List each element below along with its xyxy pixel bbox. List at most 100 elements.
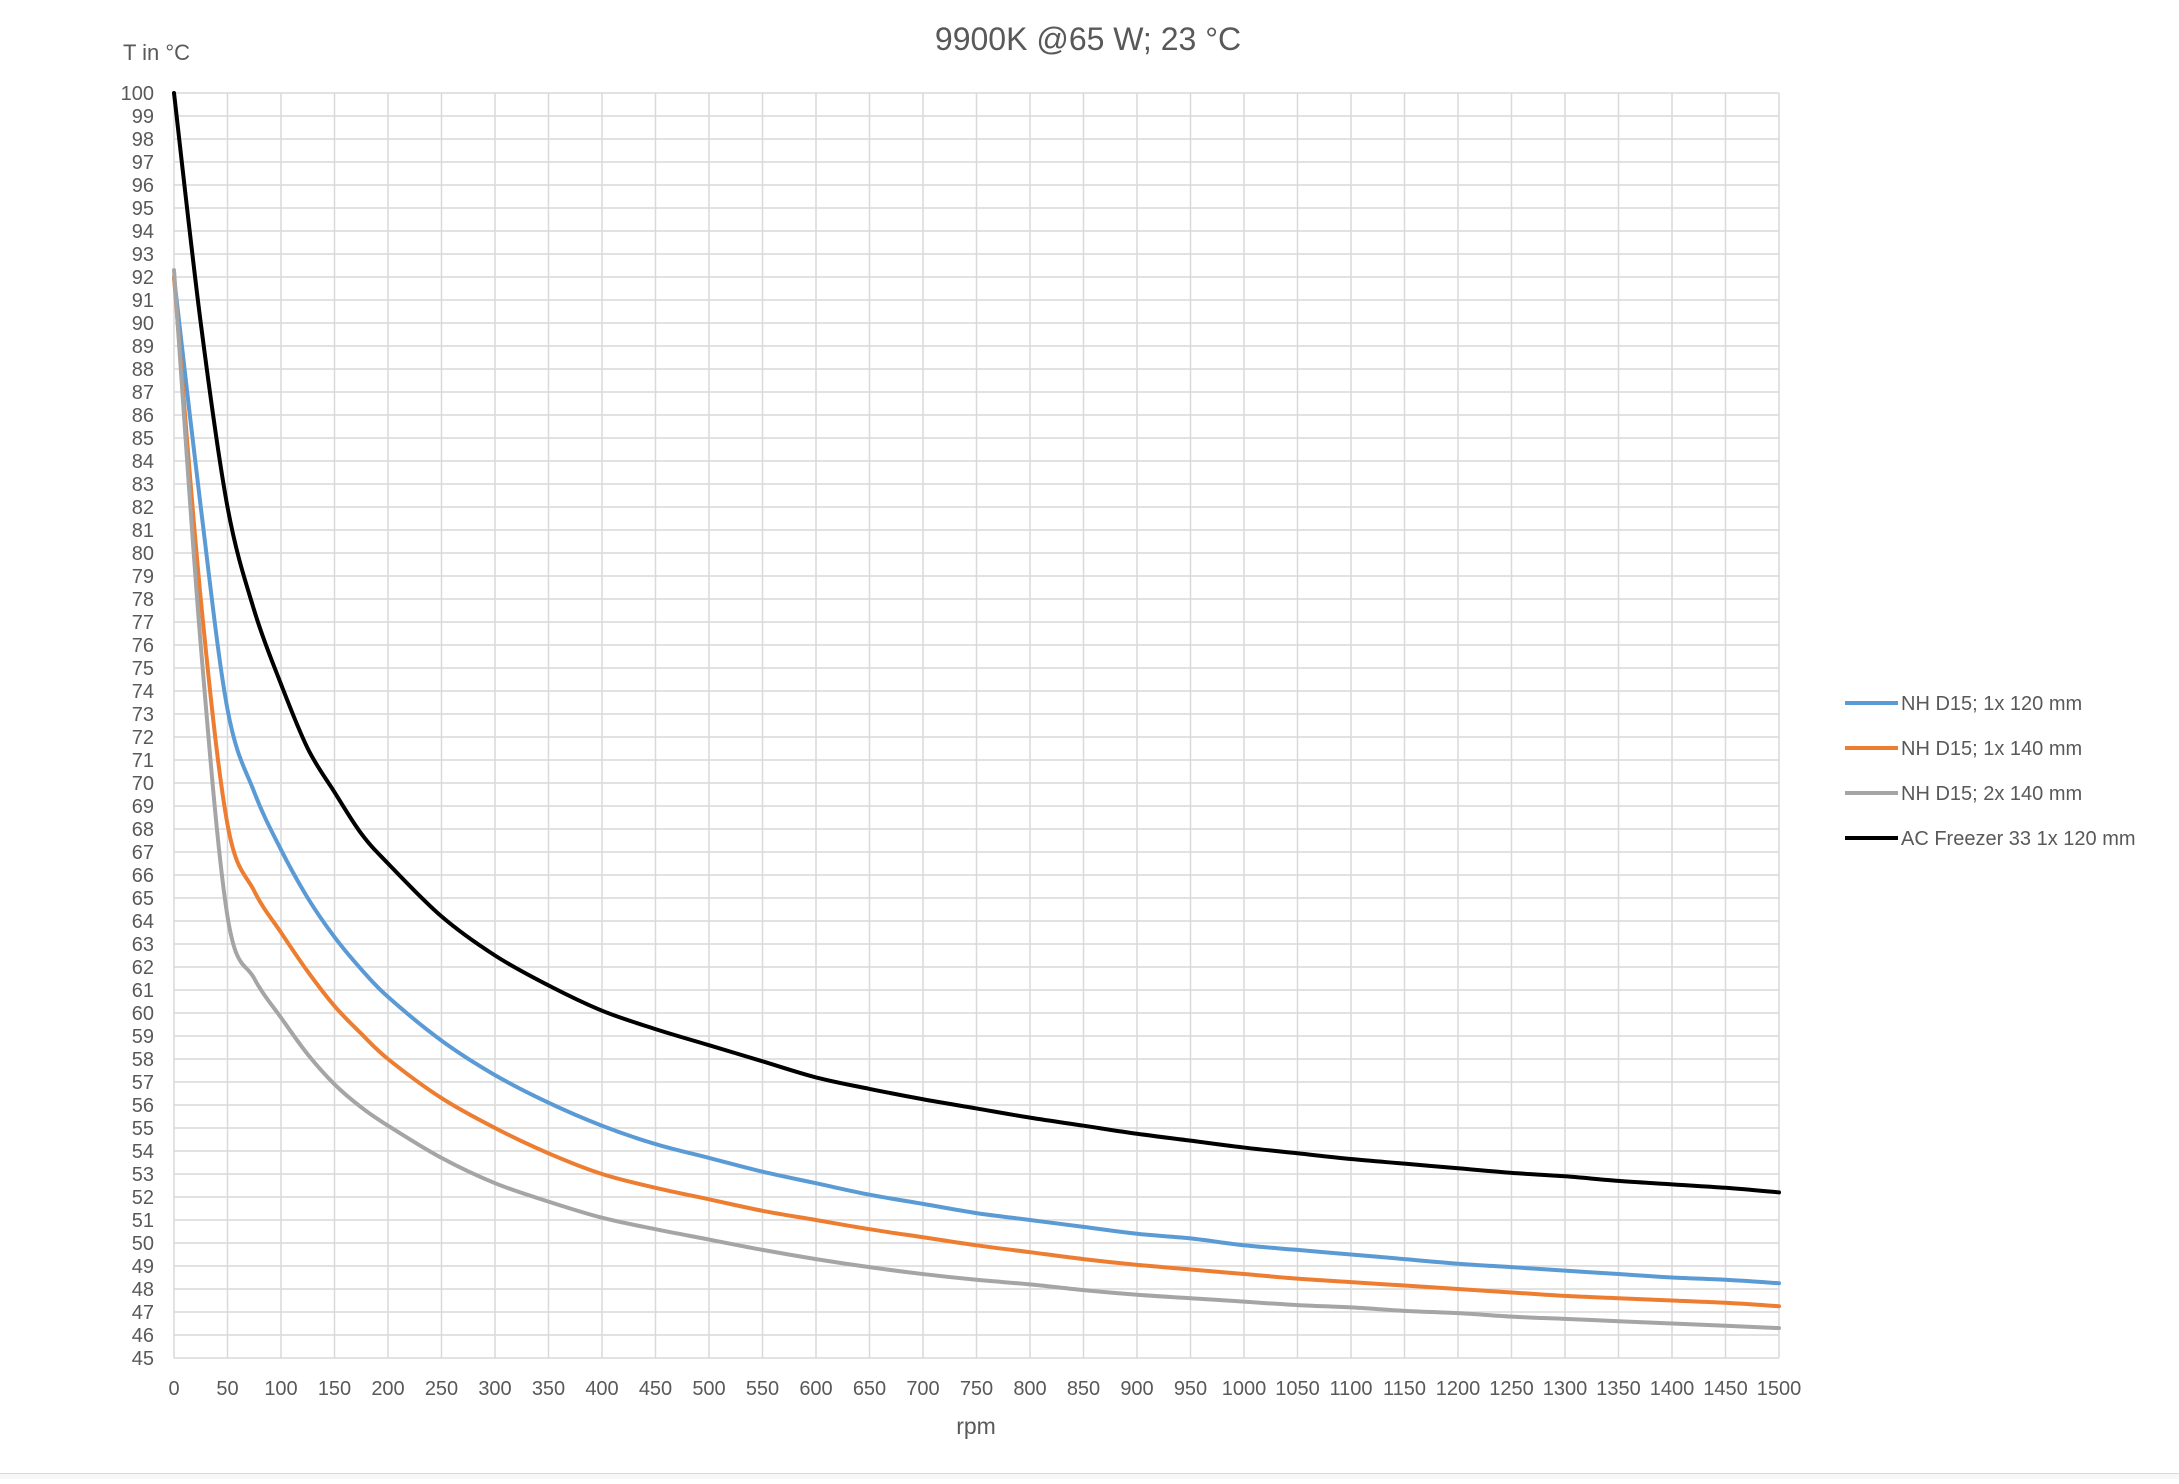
x-tick-label: 150	[318, 1378, 351, 1400]
y-tick-label: 59	[132, 1026, 154, 1048]
y-tick-label: 48	[132, 1279, 154, 1301]
x-tick-label: 1450	[1703, 1378, 1748, 1400]
grid	[173, 92, 1780, 1359]
x-tick-label: 850	[1067, 1378, 1100, 1400]
x-tick-label: 800	[1013, 1378, 1046, 1400]
x-tick-label: 1100	[1329, 1378, 1372, 1400]
x-tick-label: 1250	[1489, 1378, 1534, 1400]
y-tick-label: 52	[132, 1187, 154, 1209]
y-tick-label: 72	[132, 727, 154, 749]
y-tick-label: 75	[132, 658, 154, 680]
x-tick-label: 900	[1120, 1378, 1153, 1400]
y-tick-label: 63	[132, 934, 154, 956]
y-tick-label: 57	[132, 1072, 154, 1094]
y-tick-label: 92	[132, 267, 154, 289]
y-tick-label: 80	[132, 543, 154, 565]
x-tick-label: 200	[371, 1378, 404, 1400]
y-tick-label: 61	[132, 980, 154, 1002]
x-tick-labels: 0 50 100 150 200 250 300 350 400 450 500 550 600 650 7…	[168, 1378, 1801, 1400]
y-tick-label: 45	[132, 1348, 154, 1370]
y-tick-label: 56	[132, 1095, 154, 1117]
y-tick-label: 71	[132, 750, 154, 772]
series-line-2	[172, 275, 1781, 1309]
series-line-3	[172, 268, 1781, 1331]
y-tick-label: 97	[132, 152, 154, 174]
y-tick-label: 84	[132, 451, 154, 473]
x-tick-label: 50	[216, 1378, 238, 1400]
x-axis-label: rpm	[956, 1413, 996, 1439]
y-tick-label: 51	[132, 1210, 154, 1232]
y-tick-label: 95	[132, 198, 154, 220]
bottom-edge-divider	[0, 1473, 2179, 1479]
y-tick-label: 87	[132, 382, 154, 404]
y-tick-label: 90	[132, 313, 154, 335]
x-tick-label: 600	[799, 1378, 832, 1400]
x-tick-label: 950	[1174, 1378, 1207, 1400]
x-tick-label: 1050	[1275, 1378, 1320, 1400]
y-tick-label: 54	[132, 1141, 154, 1163]
y-tick-label: 68	[132, 819, 154, 841]
y-tick-label: 46	[132, 1325, 154, 1347]
y-tick-label: 83	[132, 474, 154, 496]
y-tick-labels: 4546474849505152535455565758596061626364…	[121, 83, 154, 1370]
y-tick-label: 89	[132, 336, 154, 358]
x-tick-label: 1400	[1650, 1378, 1695, 1400]
x-tick-label: 400	[585, 1378, 618, 1400]
legend-label: NH D15; 1x 140 mm	[1901, 738, 2082, 760]
y-axis-label: T in °C	[123, 40, 190, 65]
y-tick-label: 78	[132, 589, 154, 611]
y-tick-label: 76	[132, 635, 154, 657]
x-tick-label: 700	[906, 1378, 939, 1400]
y-tick-label: 60	[132, 1003, 154, 1025]
y-tick-label: 77	[132, 612, 154, 634]
series-layer	[172, 91, 1781, 1331]
x-tick-label: 500	[692, 1378, 725, 1400]
y-tick-label: 82	[132, 497, 154, 519]
x-tick-label: 1300	[1543, 1378, 1588, 1400]
series-line-4	[172, 91, 1781, 1195]
y-tick-label: 93	[132, 244, 154, 266]
y-tick-label: 86	[132, 405, 154, 427]
x-tick-label: 0	[168, 1378, 179, 1400]
y-tick-label: 70	[132, 773, 154, 795]
x-tick-label: 1350	[1596, 1378, 1641, 1400]
y-tick-label: 73	[132, 704, 154, 726]
x-tick-label: 350	[532, 1378, 565, 1400]
chart-title: 9900K @65 W; 23 °C	[935, 21, 1241, 57]
series-line-1	[172, 275, 1781, 1286]
x-tick-label: 750	[960, 1378, 993, 1400]
y-tick-label: 94	[132, 221, 154, 243]
x-tick-label: 1200	[1436, 1378, 1481, 1400]
y-tick-label: 69	[132, 796, 154, 818]
y-tick-label: 100	[121, 83, 154, 105]
legend-label: AC Freezer 33 1x 120 mm	[1901, 828, 2136, 850]
x-tick-label: 250	[425, 1378, 458, 1400]
y-tick-label: 96	[132, 175, 154, 197]
y-tick-label: 74	[132, 681, 154, 703]
y-tick-label: 85	[132, 428, 154, 450]
x-tick-label: 1000	[1222, 1378, 1267, 1400]
legend-label: NH D15; 2x 140 mm	[1901, 783, 2082, 805]
legend-label: NH D15; 1x 120 mm	[1901, 693, 2082, 715]
y-tick-label: 81	[132, 520, 154, 542]
y-tick-label: 58	[132, 1049, 154, 1071]
y-tick-label: 66	[132, 865, 154, 887]
y-tick-label: 62	[132, 957, 154, 979]
y-tick-label: 79	[132, 566, 154, 588]
x-tick-label: 300	[478, 1378, 511, 1400]
y-tick-label: 91	[132, 290, 154, 312]
x-tick-label: 1150	[1383, 1378, 1426, 1400]
y-tick-label: 49	[132, 1256, 154, 1278]
y-tick-label: 65	[132, 888, 154, 910]
y-tick-label: 53	[132, 1164, 154, 1186]
y-tick-label: 67	[132, 842, 154, 864]
y-tick-label: 88	[132, 359, 154, 381]
x-tick-label: 450	[639, 1378, 672, 1400]
y-tick-label: 64	[132, 911, 154, 933]
x-tick-label: 1500	[1757, 1378, 1802, 1400]
x-tick-label: 650	[853, 1378, 886, 1400]
x-tick-label: 550	[746, 1378, 779, 1400]
y-tick-label: 55	[132, 1118, 154, 1140]
